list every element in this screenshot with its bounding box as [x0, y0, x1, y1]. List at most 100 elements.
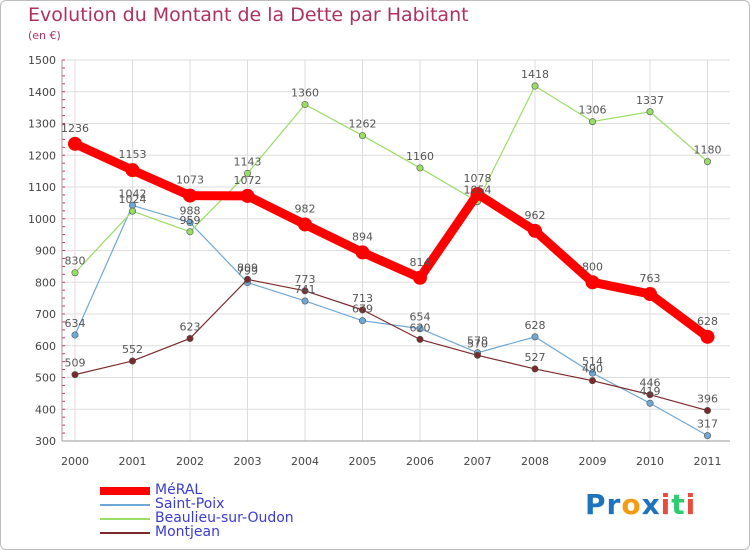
data-point: [183, 188, 197, 203]
data-point: [301, 287, 309, 295]
data-point: [355, 245, 370, 260]
data-label: 713: [352, 292, 373, 305]
data-label: 959: [180, 214, 201, 227]
y-tick-label: 300: [35, 435, 56, 448]
x-tick-label: 2009: [579, 455, 607, 468]
data-point: [71, 269, 79, 277]
data-label: 317: [697, 418, 718, 431]
series-line-3: [74, 278, 709, 412]
legend-swatch: [100, 487, 150, 495]
x-tick-label: 2002: [176, 455, 204, 468]
data-point: [298, 217, 312, 232]
data-point: [700, 329, 715, 344]
data-point: [588, 369, 596, 377]
data-label: 830: [65, 255, 86, 268]
data-label: 894: [352, 230, 373, 243]
data-point: [531, 82, 539, 90]
data-label: 814: [410, 256, 431, 269]
data-label: 1024: [119, 193, 147, 206]
data-label: 982: [295, 202, 316, 215]
data-point: [186, 228, 194, 236]
data-point: [528, 223, 542, 238]
data-point: [358, 306, 366, 314]
data-label: 628: [525, 319, 546, 332]
y-tick-label: 1000: [28, 213, 56, 226]
y-tick-label: 1500: [28, 54, 56, 67]
logo-letter: r: [606, 488, 622, 521]
data-label: 1306: [579, 104, 607, 117]
data-point: [68, 136, 82, 151]
legend-item: Saint-Poix: [100, 496, 360, 512]
chart-title: Evolution du Montant de la Dette par Hab…: [28, 4, 469, 26]
legend-label: Beaulieu-sur-Oudon: [155, 510, 294, 526]
data-point: [125, 163, 140, 178]
data-point: [588, 118, 596, 126]
data-point: [703, 158, 711, 166]
data-point: [71, 331, 79, 339]
proxiti-logo: Proxiti: [585, 488, 696, 521]
y-tick-label: 1400: [28, 86, 56, 99]
data-label: 799: [237, 265, 258, 278]
data-label: 1072: [234, 174, 262, 187]
legend-label: Montjean: [155, 524, 220, 540]
data-point: [703, 432, 711, 440]
logo-letter: i: [660, 488, 672, 521]
data-label: 1054: [464, 184, 492, 197]
data-label: 773: [295, 273, 316, 286]
data-label: 552: [122, 343, 143, 356]
data-label: 527: [525, 351, 546, 364]
data-point: [643, 286, 657, 301]
data-label: 419: [640, 385, 661, 398]
data-point: [646, 391, 654, 399]
data-label: 628: [697, 315, 718, 328]
legend-item: MéRAL: [100, 482, 360, 498]
data-label: 962: [525, 209, 546, 222]
data-label: 1042: [119, 187, 147, 200]
data-label: 800: [582, 260, 603, 273]
logo-letter: x: [641, 488, 661, 521]
data-point: [186, 219, 194, 227]
x-tick-label: 2011: [694, 455, 722, 468]
data-point: [244, 169, 252, 177]
x-tick-label: 2007: [464, 455, 492, 468]
data-label: 1262: [349, 118, 377, 131]
data-label: 1143: [234, 155, 262, 168]
data-point: [413, 270, 427, 285]
data-label: 514: [582, 355, 603, 368]
data-label: 396: [697, 393, 718, 406]
data-point: [703, 407, 711, 415]
y-tick-label: 500: [35, 372, 56, 385]
data-label: 620: [410, 321, 431, 334]
chart-subtitle: (en €): [28, 29, 61, 42]
logo-letter: P: [585, 488, 607, 521]
data-label: 988: [180, 205, 201, 218]
data-point: [186, 334, 194, 342]
data-label: 654: [410, 311, 431, 324]
x-tick-label: 2000: [61, 455, 89, 468]
logo-letter: o: [621, 488, 642, 521]
data-point: [358, 132, 366, 140]
data-label: 1153: [119, 148, 147, 161]
data-point: [358, 317, 366, 325]
x-tick-label: 2004: [291, 455, 319, 468]
data-point: [240, 188, 255, 203]
series-line-0: [70, 139, 712, 342]
x-tick-label: 2003: [234, 455, 262, 468]
data-point: [473, 351, 481, 359]
data-point: [646, 108, 654, 116]
data-point: [416, 164, 424, 172]
x-tick-label: 2010: [636, 455, 664, 468]
data-label: 1073: [176, 174, 204, 187]
data-label: 1078: [464, 172, 492, 185]
data-label: 741: [295, 283, 316, 296]
legend-item: Montjean: [100, 524, 360, 540]
data-point: [588, 377, 596, 385]
series-line-2: [74, 85, 709, 274]
y-tick-label: 700: [35, 308, 56, 321]
legend-swatch: [100, 532, 150, 534]
data-point: [244, 275, 252, 283]
legend-label: Saint-Poix: [155, 496, 225, 512]
data-point: [129, 357, 137, 365]
y-tick-label: 600: [35, 340, 56, 353]
